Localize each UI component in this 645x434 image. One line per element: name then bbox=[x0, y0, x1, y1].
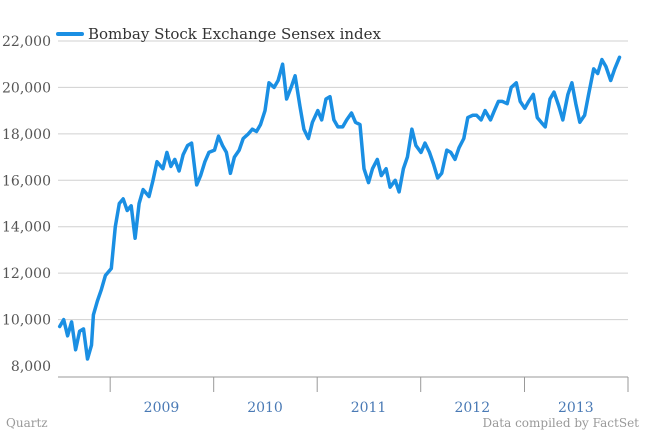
y-tick-label: 14,000 bbox=[2, 220, 51, 236]
x-tick-label: 2012 bbox=[454, 400, 490, 416]
y-tick-label: 8,000 bbox=[11, 359, 51, 375]
x-tick-label: 2009 bbox=[144, 400, 180, 416]
y-tick-label: 16,000 bbox=[2, 173, 51, 189]
x-tick-label: 2013 bbox=[558, 400, 594, 416]
y-tick-label: 18,000 bbox=[2, 127, 51, 143]
data-source-note: Data compiled by FactSet bbox=[482, 416, 639, 430]
x-axis bbox=[58, 376, 629, 392]
y-tick-label: 12,000 bbox=[2, 266, 51, 282]
grid-lines bbox=[58, 40, 628, 321]
legend-label: Bombay Stock Exchange Sensex index bbox=[88, 25, 382, 43]
y-tick-label: 10,000 bbox=[2, 313, 51, 329]
x-tick-labels: 2009 2010 2011 2012 2013 bbox=[144, 400, 594, 416]
x-tick-label: 2010 bbox=[247, 400, 283, 416]
series-layer bbox=[57, 55, 622, 361]
sensex-series-line bbox=[57, 55, 622, 361]
legend: Bombay Stock Exchange Sensex index bbox=[56, 25, 382, 43]
y-tick-label: 22,000 bbox=[2, 34, 51, 50]
source-credit: Quartz bbox=[6, 416, 48, 430]
y-tick-labels: 8,000 10,000 12,000 14,000 16,000 18,000 20,00… bbox=[2, 34, 51, 375]
x-tick-label: 2011 bbox=[351, 400, 387, 416]
y-tick-label: 20,000 bbox=[2, 80, 51, 96]
